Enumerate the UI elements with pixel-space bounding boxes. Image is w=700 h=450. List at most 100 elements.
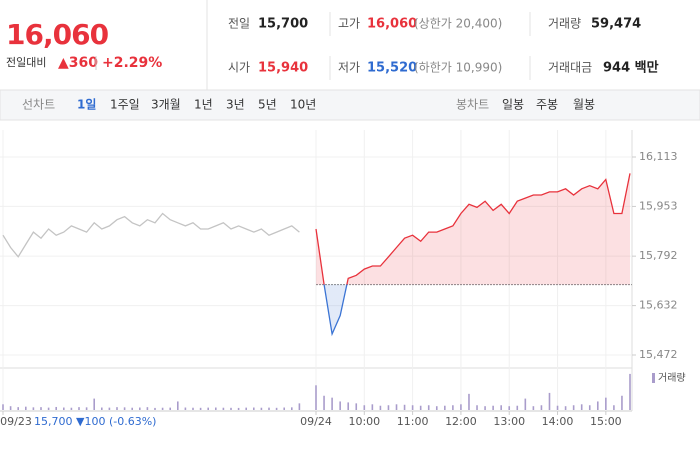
current-price: 16,060 [6,18,109,51]
volume-bar [230,407,232,410]
stat-note: (하한가 10,990) [414,61,502,75]
tab-bar [0,89,700,121]
volume-bar [78,407,80,410]
candle-tab[interactable]: 주봉 [536,98,558,112]
volume-bar [395,404,398,410]
volume-bar [47,407,50,410]
volume-bar [25,406,27,410]
x-tick-label: 12:00 [445,415,477,428]
volume-bar [532,406,535,410]
period-tab[interactable]: 1일 [77,98,96,112]
volume-bar [70,407,73,410]
volume-bar [524,398,527,410]
volume-bar [260,407,263,410]
volume-bar [17,407,19,410]
x-tick-label: 09/23 [0,415,32,428]
volume-bar [363,405,366,410]
period-tab[interactable]: 10년 [290,98,316,112]
change: ▲360 [58,55,98,71]
price-line [315,173,631,337]
area-fill [316,173,630,334]
x-tick-label: 13:00 [493,415,525,428]
volume-bar [146,407,149,410]
volume-bar [500,405,502,410]
volume-bar [435,406,438,410]
volume-bar [379,405,382,410]
stat-label: 거래량 [548,17,581,31]
y-tick-label: 15,632 [639,299,678,312]
volume-bar [444,405,446,410]
volume-bar [403,404,406,410]
stat-value: 15,940 [258,61,308,76]
stat-value: 59,474 [591,17,641,32]
legend-swatch [652,373,655,383]
stat-label: 고가 [338,17,360,31]
volume-bar [355,403,358,410]
period-tab[interactable]: 5년 [258,98,277,112]
y-tick-label: 15,792 [639,249,678,262]
x-tick-label: 15:00 [590,415,622,428]
volume-bar [154,407,156,410]
volume-bar [588,405,591,410]
volume-bar [339,401,341,410]
volume-bar [215,407,217,410]
y-tick-label: 15,953 [639,199,678,212]
volume-bar [460,404,462,410]
stat-label: 저가 [338,61,360,75]
volume-bar [237,407,240,410]
legend-label: 거래량 [658,372,686,384]
volume-bar [169,407,171,410]
volume-bar [131,407,133,410]
volume-bar [629,373,631,410]
stat-value: 15,700 [258,17,308,32]
volume-bar [596,401,599,410]
volume-bar [387,405,390,410]
volume-bar [580,404,583,410]
volume-bar [291,407,293,410]
stat-label: 시가 [228,61,250,75]
volume-bar [315,385,317,410]
volume-bar [548,392,551,410]
volume-bar [613,405,615,410]
x-tick-label: 11:00 [397,415,429,428]
volume-bar [347,402,350,410]
volume-bar [85,407,88,410]
volume-bar [123,407,126,410]
volume-bar [556,405,559,410]
volume-bar [245,407,247,410]
volume-bar [9,406,12,410]
y-tick-label: 16,113 [639,150,678,163]
volume-bar [192,407,194,410]
volume-bar [101,407,103,410]
volume-bar [116,407,118,410]
volume-bar [564,406,567,410]
x-tick-label: 14:00 [542,415,574,428]
period-tab[interactable]: 1년 [194,98,213,112]
volume-bar [323,395,325,410]
volume-bar [268,407,270,410]
tab-group-label: 봉차트 [456,98,489,112]
volume-bar [108,407,111,410]
period-tab[interactable]: 3개월 [151,98,181,112]
volume-bar [411,405,414,410]
candle-tab[interactable]: 일봉 [502,98,524,112]
volume-bar [253,407,255,410]
volume-bar [139,407,141,410]
y-tick-label: 15,472 [639,348,678,361]
stat-label: 거래대금 [548,61,592,75]
candle-tab[interactable]: 월봉 [573,98,595,112]
period-tab[interactable]: 3년 [226,98,245,112]
volume-bar [492,405,494,410]
stat-label: 전일 [228,17,250,31]
header-bg [0,0,700,90]
period-tab[interactable]: 1주일 [110,98,140,112]
volume-bar [184,407,187,410]
x-tick-label: 09/24 [300,415,332,428]
volume-bar [468,393,470,410]
change-rate: +2.29% [102,55,162,71]
volume-bar [32,407,35,410]
volume-bar [207,407,209,410]
tab-group-label: 선차트 [22,98,55,112]
stat-value: 15,520 [367,61,417,76]
